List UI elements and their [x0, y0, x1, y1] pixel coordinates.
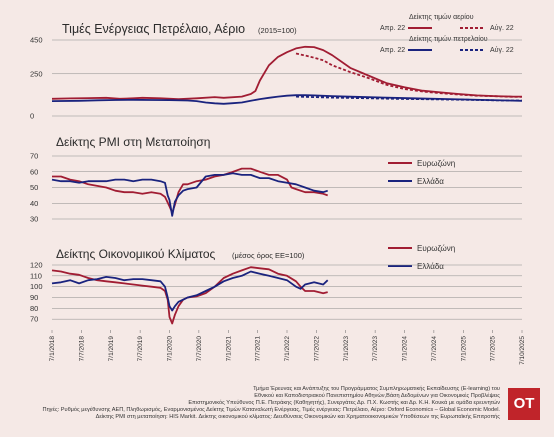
x-tick-label: 7/7/2025: [490, 336, 497, 362]
y-tick-label: 100: [30, 282, 43, 291]
x-tick-label: 7/7/2020: [196, 336, 203, 362]
series-line: [51, 94, 523, 105]
y-tick-label: 90: [30, 293, 38, 302]
x-tick-label: 7/10/2025: [519, 336, 526, 365]
pmi-plot-area: 70 60 50 40 30: [30, 152, 522, 224]
y-tick-label: 120: [30, 261, 43, 270]
footnote-line: Δείκτης PMI στη μεταποίηση: HIS Markit. …: [96, 413, 501, 420]
x-tick-label: 7/1/2021: [225, 336, 232, 362]
y-tick-label: 450: [30, 36, 43, 45]
series-line: [295, 52, 522, 98]
y-tick-label: 70: [30, 152, 38, 161]
series-line: [52, 167, 329, 214]
y-tick-label: 40: [30, 199, 38, 208]
footnotes: Τμήμα Έρευνας και Ανάπτυξης του Προγράμμ…: [43, 385, 501, 420]
y-tick-label: 250: [30, 69, 43, 78]
x-tick-label: 7/7/2019: [137, 336, 144, 362]
pmi-chart-title: Δείκτης PMI στη Μεταποίηση: [56, 135, 210, 149]
legend-pmi-eurozone: Ευρωζώνη: [417, 159, 455, 168]
x-tick-label: 7/1/2018: [49, 336, 56, 362]
x-tick-label: 7/1/2019: [108, 336, 115, 362]
footnote-line: Πηγές: Ρυθμός μεγέθυνσης ΑΕΠ, Πληθωρισμό…: [43, 406, 501, 413]
legend-oil-apr: Απρ. 22: [380, 47, 405, 54]
series-line: [51, 266, 328, 325]
series-line: [51, 172, 328, 217]
footnote-line: Εθνικού και Καποδιστριακού Πανεπιστημίου…: [254, 392, 500, 399]
x-tick-label: 7/7/2018: [78, 336, 85, 362]
x-tick-label: 7/7/2021: [255, 336, 262, 362]
series-line: [51, 45, 522, 100]
legend-gas-title: Δείκτης τιμών αερίου: [409, 13, 474, 21]
y-tick-label: 60: [30, 167, 38, 176]
x-tick-label: 7/1/2024: [402, 336, 409, 362]
x-tick-label: 7/7/2022: [313, 336, 320, 362]
series-line: [295, 95, 523, 102]
y-tick-label: 50: [30, 183, 38, 192]
x-axis: 7/1/2018 7/7/2018 7/1/2019 7/7/2019 7/1/2020…: [49, 330, 526, 365]
x-tick-label: 7/1/2025: [460, 336, 467, 362]
x-tick-label: 7/7/2023: [372, 336, 379, 362]
series-line: [51, 270, 329, 312]
energy-chart-title: Τιμές Ενέργειας Πετρέλαιο, Αέριο: [62, 22, 245, 36]
footnote-line: Επιστημονικός Υπεύθυνος Π.Ε. Πετράκης (Κ…: [188, 399, 500, 406]
legend-oil-title: Δείκτης τιμών πετρελαίου: [409, 35, 488, 43]
energy-chart-subtitle: (2015=100): [258, 26, 297, 35]
y-tick-label: 30: [30, 215, 38, 224]
footnote-line: Τμήμα Έρευνας και Ανάπτυξης του Προγράμμ…: [253, 385, 500, 392]
legend-gas-apr: Απρ. 22: [380, 25, 405, 32]
legend-climate-eurozone: Ευρωζώνη: [417, 244, 455, 253]
x-tick-label: 7/1/2020: [167, 336, 174, 362]
y-tick-label: 70: [30, 315, 38, 324]
climate-chart-title: Δείκτης Οικονομικού Κλίματος: [56, 247, 216, 261]
x-tick-label: 7/1/2022: [284, 336, 291, 362]
climate-chart-subtitle: (μέσος όρος ΕΕ=100): [232, 251, 305, 260]
legend-oil-aug: Αύγ. 22: [490, 46, 514, 54]
legend-climate-greece: Ελλάδα: [417, 262, 444, 271]
y-tick-label: 110: [30, 271, 42, 280]
energy-plot-area: 450 250 0: [30, 36, 523, 121]
x-tick-label: 7/7/2024: [431, 336, 438, 362]
legend-gas-aug: Αύγ. 22: [490, 24, 514, 32]
x-tick-label: 7/1/2023: [343, 336, 350, 362]
y-tick-label: 80: [30, 304, 38, 313]
y-tick-label: 0: [30, 112, 34, 121]
ot-logo: OT: [508, 388, 540, 420]
legend-pmi-greece: Ελλάδα: [417, 177, 444, 186]
